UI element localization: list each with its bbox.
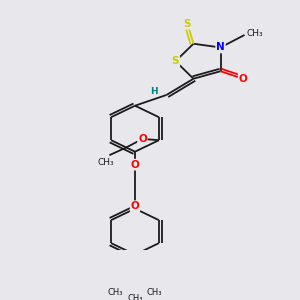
Text: N: N <box>216 43 225 52</box>
Text: CH₃: CH₃ <box>108 288 123 297</box>
Text: CH₃: CH₃ <box>98 158 114 167</box>
Text: O: O <box>130 201 140 211</box>
Text: S: S <box>184 19 191 29</box>
Text: O: O <box>138 134 147 144</box>
Text: S: S <box>172 56 179 66</box>
Text: CH₃: CH₃ <box>127 294 143 300</box>
Text: CH₃: CH₃ <box>147 288 162 297</box>
Text: CH₃: CH₃ <box>247 29 263 38</box>
Text: H: H <box>150 88 158 97</box>
Text: O: O <box>130 160 140 170</box>
Text: O: O <box>238 74 247 84</box>
